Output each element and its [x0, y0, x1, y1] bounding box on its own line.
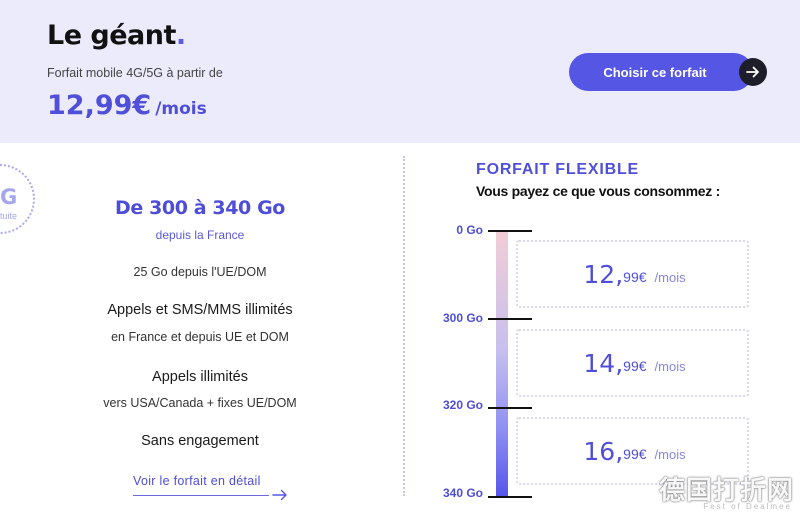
link-arrow-svg — [272, 489, 287, 501]
price-tier-1: 12, 99€ /mois — [516, 240, 749, 308]
gauge-label-340: 340 Go — [442, 486, 483, 500]
usage-gauge-bar — [496, 231, 508, 497]
price-tier-2: 14, 99€ /mois — [516, 329, 749, 397]
flexible-plan-subtitle: Vous payez ce que vous consommez : — [476, 183, 720, 199]
data-allowance-subtitle: depuis la France — [155, 228, 245, 242]
gauge-label-320: 320 Go — [442, 398, 483, 412]
choose-plan-button[interactable]: Choisir ce forfait — [569, 53, 767, 91]
tier-price-dec: 99€ — [623, 269, 647, 285]
plan-title-text: Le géant — [47, 20, 176, 51]
tier-price-int: 16, — [583, 436, 624, 466]
tier-price-int: 12, — [583, 259, 624, 289]
data-allowance-title: De 300 à 340 Go — [115, 197, 285, 219]
flexible-plan-title: FORFAIT FLEXIBLE — [476, 161, 640, 178]
commitment-text: Sans engagement — [141, 433, 259, 449]
gauge-tick — [488, 318, 532, 320]
plan-title: Le géant. — [47, 20, 186, 51]
calls-sms-subtitle: en France et depuis UE et DOM — [111, 330, 289, 344]
tier-price-dec: 99€ — [623, 358, 647, 374]
eu-data-text: 25 Go depuis l'UE/DOM — [133, 265, 267, 279]
tier-price-int: 14, — [583, 348, 624, 378]
tier-price: 16, 99€ /mois — [518, 419, 751, 483]
arrow-right-icon-svg — [746, 66, 759, 78]
features-column: De 300 à 340 Go depuis la France 25 Go d… — [0, 143, 400, 521]
link-underline — [133, 495, 269, 496]
plan-price-value: 12,99€ — [47, 90, 152, 121]
tier-price: 12, 99€ /mois — [518, 242, 751, 306]
arrow-right-icon[interactable] — [272, 488, 288, 507]
tier-price-unit: /mois — [654, 269, 686, 285]
plan-price: 12,99€/mois — [47, 90, 207, 121]
calls-sms-title: Appels et SMS/MMS illimités — [107, 302, 293, 318]
tier-price-unit: /mois — [654, 358, 686, 374]
tier-price-dec: 99€ — [623, 446, 647, 462]
arrow-right-icon[interactable] — [739, 58, 767, 86]
promo-badge-text: tuite — [0, 211, 18, 221]
site-watermark: 德国打折网 — [658, 475, 794, 505]
promo-badge-letter: G — [0, 185, 18, 209]
plan-title-dot: . — [175, 20, 186, 51]
plan-price-unit: /mois — [155, 99, 207, 119]
gauge-tick — [488, 496, 532, 498]
plan-subtitle: Forfait mobile 4G/5G à partir de — [47, 66, 223, 80]
gauge-label-0: 0 Go — [456, 223, 483, 237]
gauge-tick — [488, 407, 532, 409]
intl-calls-subtitle: vers USA/Canada + fixes UE/DOM — [103, 396, 297, 410]
tier-price-unit: /mois — [654, 446, 686, 462]
tier-price: 14, 99€ /mois — [518, 331, 751, 395]
column-divider — [403, 156, 405, 496]
gauge-tick — [488, 230, 532, 232]
intl-calls-title: Appels illimités — [152, 369, 248, 385]
price-tier-3: 16, 99€ /mois — [516, 417, 749, 485]
site-watermark-sub: Fest of Dealmee — [703, 502, 792, 511]
gauge-label-300: 300 Go — [442, 311, 483, 325]
plan-details-link[interactable]: Voir le forfait en détail — [133, 474, 261, 488]
choose-plan-label[interactable]: Choisir ce forfait — [569, 53, 753, 91]
plan-header: Le géant. Forfait mobile 4G/5G à partir … — [0, 0, 800, 143]
